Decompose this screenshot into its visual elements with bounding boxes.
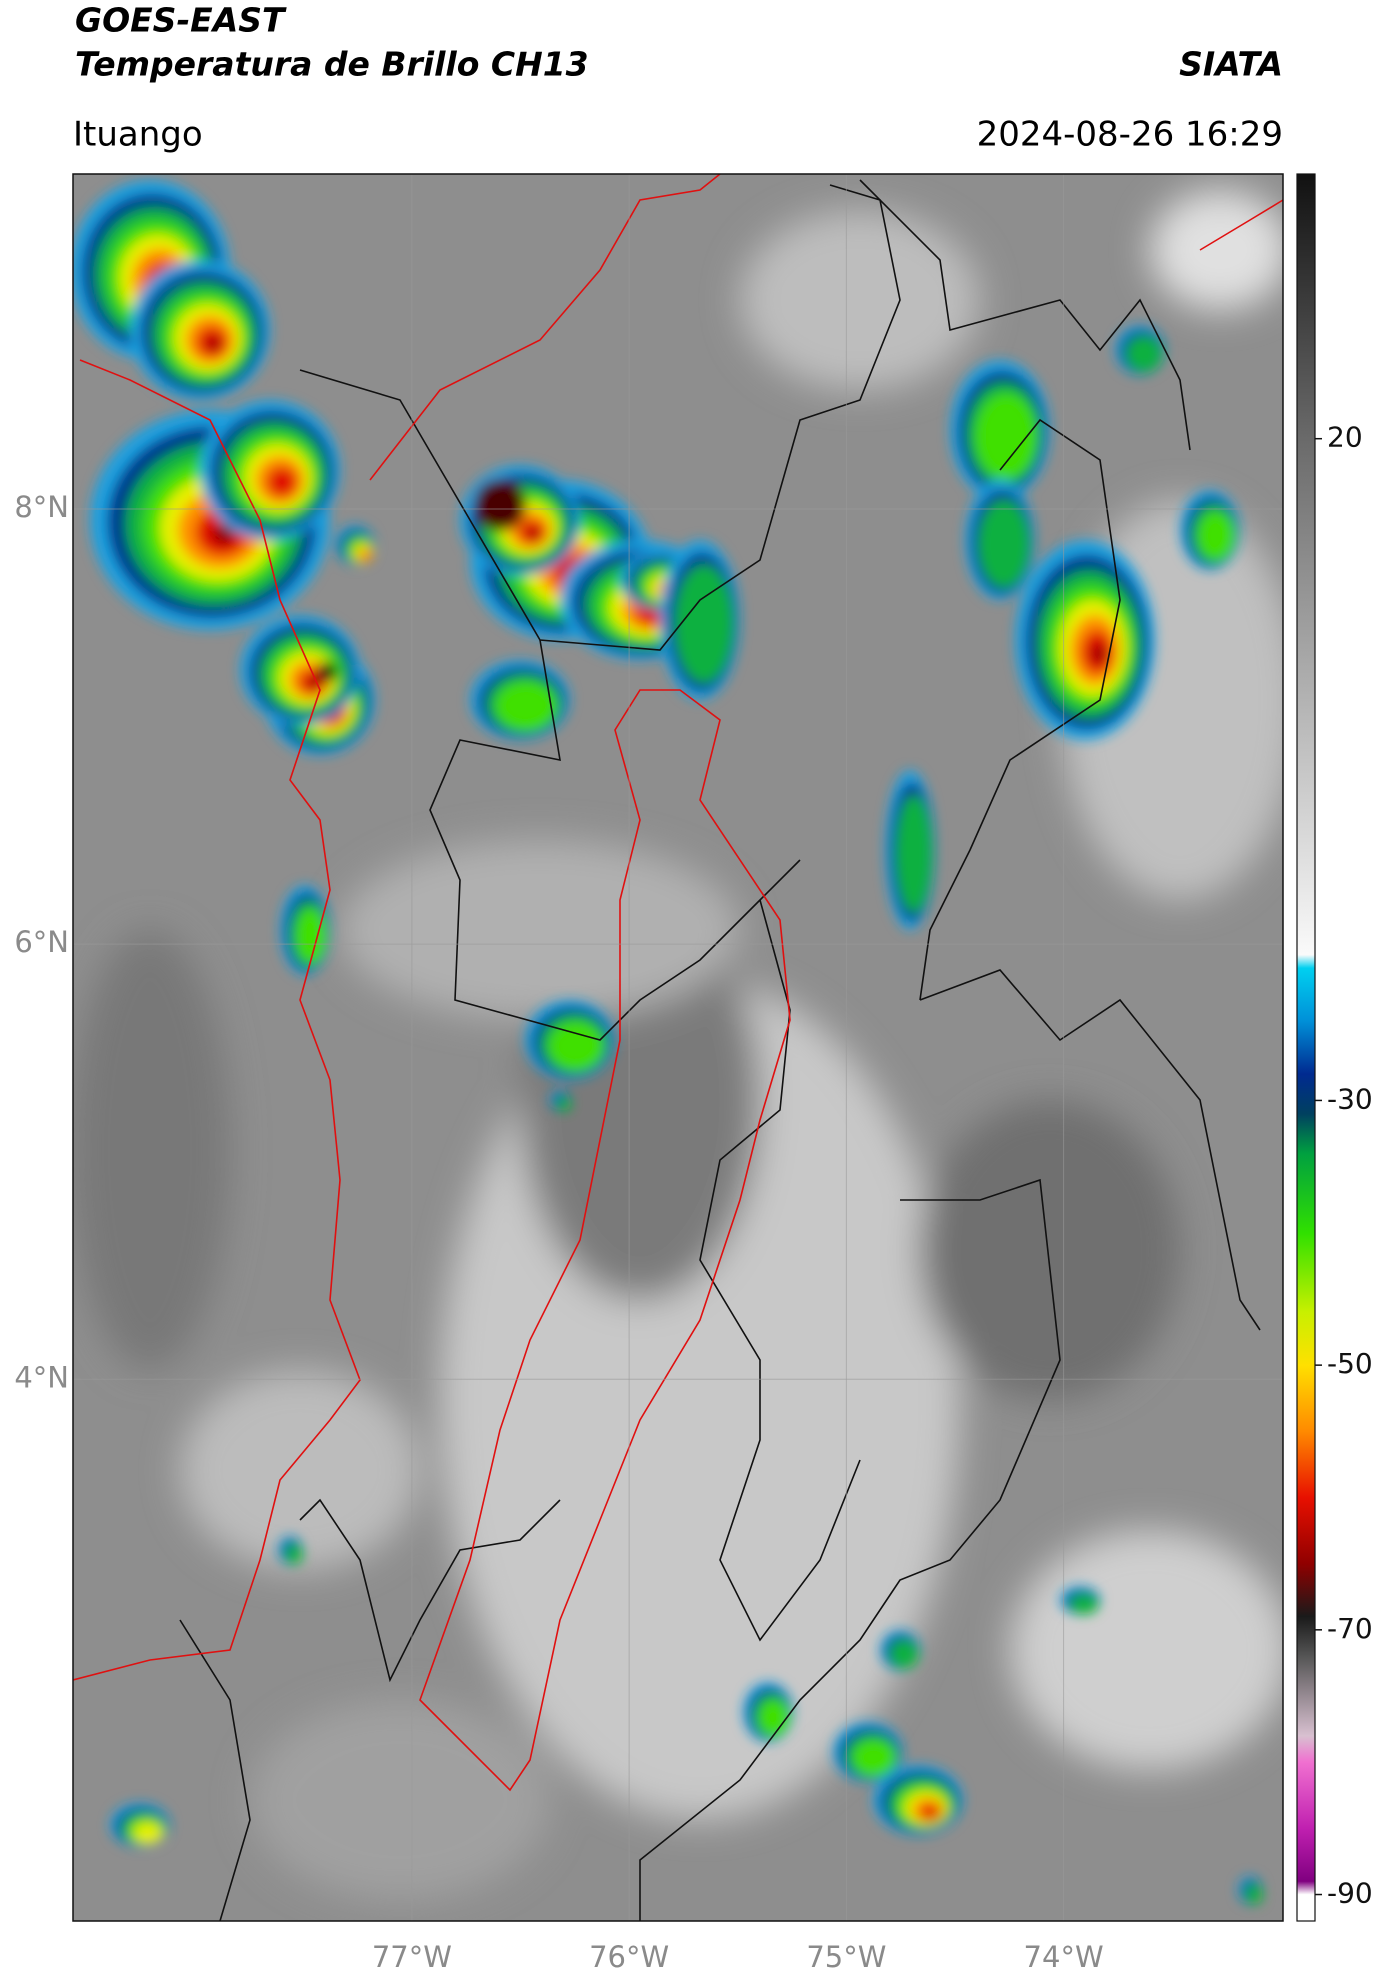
storm-layer xyxy=(889,1639,919,1669)
graticule xyxy=(73,174,1283,1921)
borders xyxy=(179,179,1261,1921)
storm-layer xyxy=(758,1699,790,1737)
map-image xyxy=(73,174,1283,1921)
red-borders xyxy=(73,174,1283,1792)
storm-layer xyxy=(1197,511,1235,561)
storm-layer xyxy=(358,548,372,562)
lat-label: 4°N xyxy=(14,1360,69,1394)
map-frame xyxy=(72,173,1284,1922)
storm-layer xyxy=(975,393,1037,479)
colorbar-label: -50 xyxy=(1327,1347,1373,1380)
subtitle: Temperatura de Brillo CH13 xyxy=(75,45,589,84)
storm-layer xyxy=(1092,645,1106,663)
storm-layer xyxy=(674,564,734,684)
storm-core xyxy=(474,479,526,531)
title: GOES-EAST xyxy=(75,1,287,40)
lat-label: 6°N xyxy=(14,925,69,959)
lon-label: 77°W xyxy=(372,1940,452,1974)
storm-layer xyxy=(548,1021,604,1071)
storm-layer xyxy=(1069,1593,1099,1615)
storm-core xyxy=(317,662,337,682)
storm-layer xyxy=(207,337,221,351)
storm-layer xyxy=(1245,1883,1263,1905)
storm-layer xyxy=(495,681,557,731)
storm-layer xyxy=(978,499,1030,589)
colorbar-label: -90 xyxy=(1327,1877,1373,1910)
colorbar: 20 -30 -50 -70 -90 xyxy=(1296,173,1373,1922)
lon-label: 74°W xyxy=(1024,1940,1104,1974)
storm-layer xyxy=(266,466,298,498)
lon-label: 75°W xyxy=(806,1940,886,1974)
timestamp: 2024-08-26 16:29 xyxy=(977,115,1283,155)
storm-layer xyxy=(1125,335,1163,373)
storm-layer xyxy=(133,1822,163,1844)
colorbar-label: -70 xyxy=(1327,1612,1373,1645)
storm-layer xyxy=(920,1804,940,1820)
lon-label: 76°W xyxy=(589,1940,669,1974)
storm-layer xyxy=(295,908,327,964)
cloud-field xyxy=(73,190,1283,1900)
storm-layer xyxy=(213,524,235,544)
colorbar-label: -30 xyxy=(1327,1082,1373,1115)
colorbar-bar xyxy=(1296,173,1316,1922)
storm-layer xyxy=(852,1739,896,1777)
storm-layer xyxy=(528,529,540,539)
lat-label: 8°N xyxy=(14,490,69,524)
storm-layer xyxy=(556,1096,572,1112)
storm-layer xyxy=(895,794,933,914)
colorbar-label: 20 xyxy=(1327,421,1363,454)
storm-layer xyxy=(285,1543,303,1565)
region: Ituango xyxy=(73,115,203,155)
source: SIATA xyxy=(1179,45,1283,84)
storms xyxy=(73,180,1263,1905)
